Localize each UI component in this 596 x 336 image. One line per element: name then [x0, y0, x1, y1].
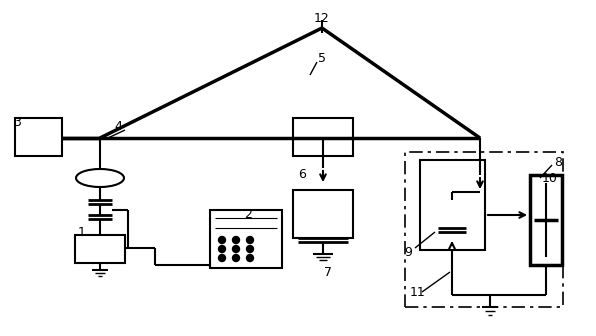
Bar — [530, 175, 562, 265]
Circle shape — [219, 237, 225, 244]
Text: 5: 5 — [318, 51, 326, 65]
Text: 2: 2 — [244, 209, 252, 221]
Circle shape — [247, 254, 253, 261]
Circle shape — [247, 237, 253, 244]
Text: 3: 3 — [13, 116, 21, 128]
Bar — [293, 118, 353, 156]
Bar — [420, 160, 485, 250]
Text: 10: 10 — [542, 171, 558, 184]
Text: 9: 9 — [404, 246, 412, 258]
Bar — [75, 235, 125, 263]
Bar — [293, 190, 353, 238]
Circle shape — [247, 246, 253, 252]
Text: 4: 4 — [114, 121, 122, 133]
Bar — [210, 210, 282, 268]
Text: 6: 6 — [298, 168, 306, 181]
Text: 12: 12 — [314, 11, 330, 25]
Text: 8: 8 — [554, 156, 562, 168]
Bar — [15, 118, 62, 156]
Text: 11: 11 — [410, 287, 426, 299]
Bar — [405, 152, 563, 307]
Circle shape — [232, 237, 240, 244]
Circle shape — [219, 246, 225, 252]
Circle shape — [219, 254, 225, 261]
Text: 1: 1 — [78, 225, 86, 239]
Text: 7: 7 — [324, 265, 332, 279]
Circle shape — [232, 246, 240, 252]
Ellipse shape — [76, 169, 124, 187]
Circle shape — [232, 254, 240, 261]
